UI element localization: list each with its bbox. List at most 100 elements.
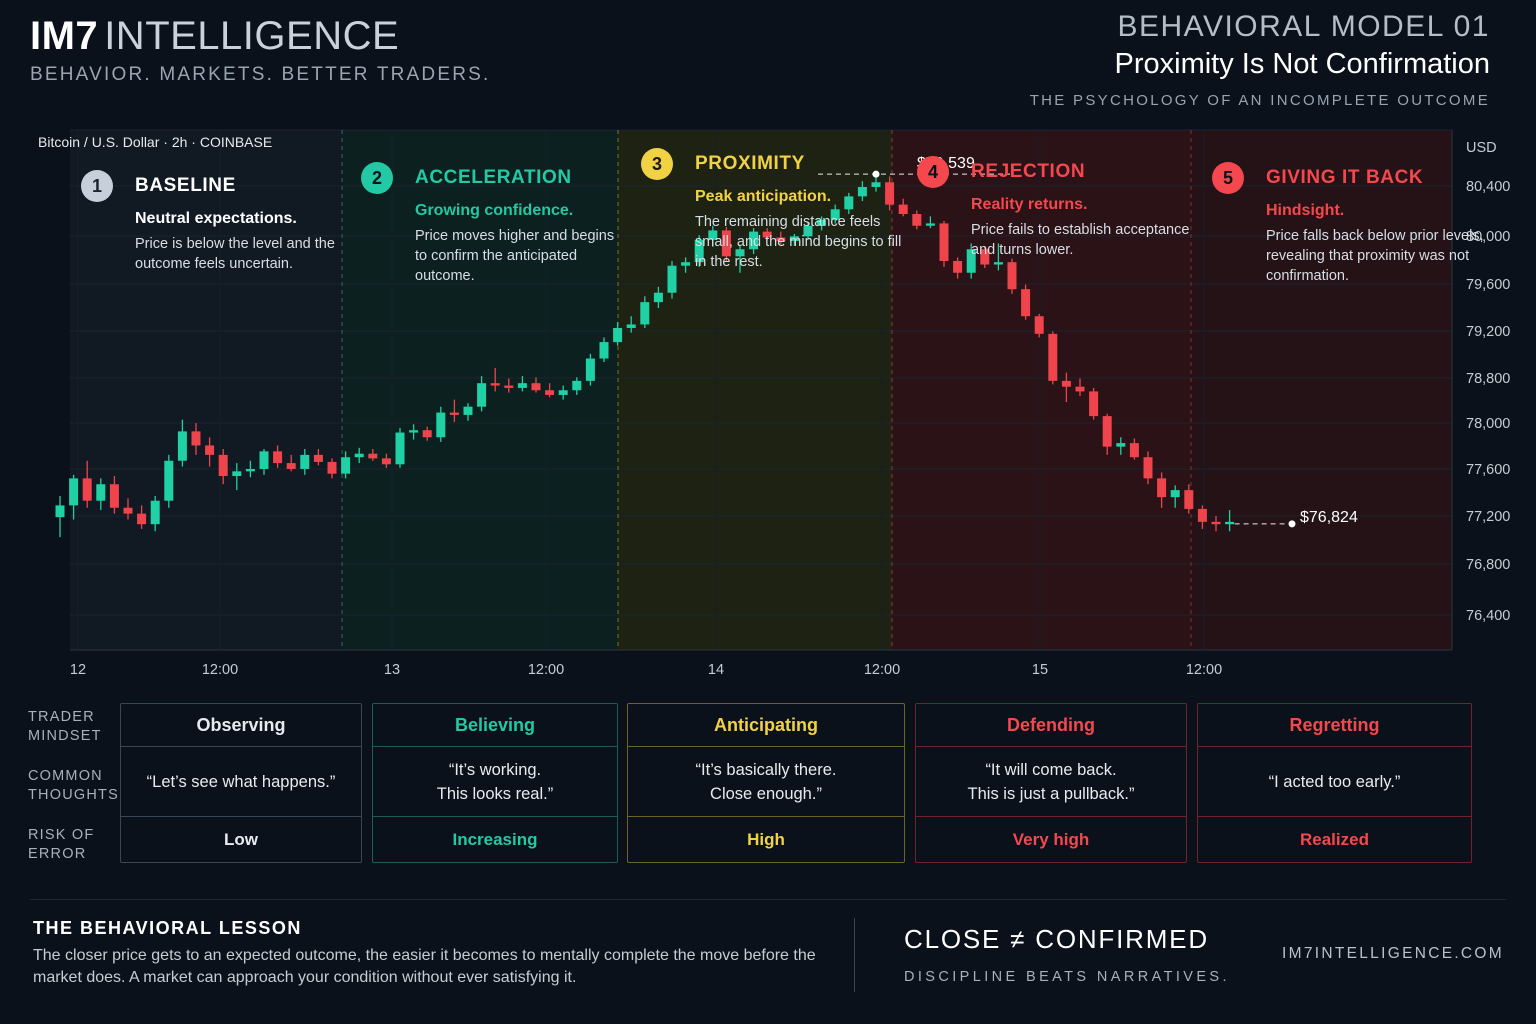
y-tick-label: 78,000 xyxy=(1466,416,1510,432)
candle-body xyxy=(96,484,106,501)
phase-head: 2 ACCELERATION xyxy=(361,162,615,194)
phase-zone-5 xyxy=(1191,130,1452,650)
phase-description: Price fails to establish acceptance and … xyxy=(971,222,1190,258)
x-tick-label: 12:00 xyxy=(202,662,238,678)
candle-body xyxy=(177,431,187,461)
candle-body xyxy=(123,507,133,514)
y-axis-currency: USD xyxy=(1466,140,1497,156)
phase-subtitle: Neutral expectations. xyxy=(135,210,297,227)
thought-cell: “It’s working. This looks real.” xyxy=(373,747,617,817)
row-label-thoughts: COMMON THOUGHTS xyxy=(28,767,118,805)
candle-body xyxy=(504,385,514,388)
candle-body xyxy=(803,225,813,237)
phase-number-badge: 1 xyxy=(81,170,113,202)
row-label-mindset: TRADER MINDSET xyxy=(28,708,118,746)
candle-body xyxy=(245,468,255,472)
y-tick-label: 77,600 xyxy=(1466,462,1510,478)
lesson-block: THE BEHAVIORAL LESSON The closer price g… xyxy=(33,918,823,989)
thought-cell: “I acted too early.” xyxy=(1198,747,1471,817)
phase-title: GIVING IT BACK xyxy=(1266,167,1424,188)
motto-subtitle: DISCIPLINE BEATS NARRATIVES. xyxy=(904,969,1230,985)
candle-body xyxy=(817,219,827,226)
candle-body xyxy=(69,478,79,506)
x-tick-label: 12:00 xyxy=(1186,662,1222,678)
candle-body xyxy=(354,453,364,458)
lesson-title: THE BEHAVIORAL LESSON xyxy=(33,918,302,938)
candle-body xyxy=(1211,521,1221,525)
mindset-cell: Regretting xyxy=(1198,704,1471,747)
mindset-cell: Believing xyxy=(373,704,617,747)
candle-body xyxy=(599,342,609,359)
phase-number-badge: 3 xyxy=(641,148,673,180)
candle-body xyxy=(966,249,976,273)
candle-body xyxy=(273,451,283,464)
candle-body xyxy=(286,463,296,469)
candle-body xyxy=(1157,478,1167,498)
candle-body xyxy=(300,454,310,469)
behavior-column-defending: Defending “It will come back. This is ju… xyxy=(915,703,1187,863)
candle-body xyxy=(721,230,731,257)
brand-name-bold: IM7 xyxy=(30,14,99,58)
mindset-cell: Defending xyxy=(916,704,1186,747)
x-tick-label: 12 xyxy=(70,662,86,678)
candle-body xyxy=(232,471,242,477)
candle-body xyxy=(205,445,215,455)
brand-name-light: INTELLIGENCE xyxy=(104,14,400,58)
footer-divider xyxy=(30,899,1506,900)
motto-block: CLOSE ≠ CONFIRMED DISCIPLINE BEATS NARRA… xyxy=(904,924,1230,985)
candle-body xyxy=(953,261,963,273)
phase-title: PROXIMITY xyxy=(695,153,805,174)
candle-body xyxy=(1184,490,1194,509)
risk-cell: Very high xyxy=(1012,830,1090,849)
phase-1: 1 BASELINE Neutral expectations. Price is b… xyxy=(81,170,365,274)
y-tick-label: 78,800 xyxy=(1466,371,1510,387)
candle-body xyxy=(653,292,663,303)
candle-body xyxy=(925,223,935,226)
candle-body xyxy=(830,209,840,220)
row-label-line: RISK OF xyxy=(28,827,95,843)
candle-body xyxy=(844,196,854,210)
candle-body xyxy=(885,182,895,205)
risk-cell: High xyxy=(747,830,785,849)
phase-number-badge: 4 xyxy=(917,156,949,188)
phase-zone-1 xyxy=(70,130,342,650)
candle-body xyxy=(1102,416,1112,447)
row-label-line: MINDSET xyxy=(28,728,102,744)
last-marker xyxy=(1288,520,1296,528)
phase-subtitle: Peak anticipation. xyxy=(695,188,832,205)
row-label-risk: RISK OF ERROR xyxy=(28,826,118,864)
phase-zone-3 xyxy=(618,130,892,650)
candle-body xyxy=(368,453,378,459)
candle-body xyxy=(1089,391,1099,417)
candle-body xyxy=(191,431,201,446)
phase-number-badge: 2 xyxy=(361,162,393,194)
thought-cell: “It’s basically there. Close enough.” xyxy=(628,747,904,817)
phase-description: Price is below the level and the outcome… xyxy=(135,236,335,272)
phase-head: 4 REJECTION xyxy=(917,156,1201,188)
phase-description: The remaining distance feels small, and … xyxy=(695,214,902,270)
candle-body xyxy=(490,383,500,386)
candle-body xyxy=(1075,386,1085,392)
candle-body xyxy=(789,236,799,242)
candle-body xyxy=(640,302,650,325)
candle-body xyxy=(1225,521,1235,525)
phase-subtitle: Reality returns. xyxy=(971,196,1088,213)
behavior-column-regretting: Regretting “I acted too early.” Realized xyxy=(1197,703,1472,863)
candle-body xyxy=(109,484,119,508)
candle-body xyxy=(708,230,718,240)
mindset-cell: Observing xyxy=(121,704,361,747)
phase-head: 1 BASELINE xyxy=(81,170,365,202)
x-tick-label: 14 xyxy=(708,662,724,678)
thought-cell: “Let’s see what happens.” xyxy=(121,747,361,817)
brand-title: IM7 INTELLIGENCE xyxy=(30,14,491,58)
candle-body xyxy=(313,454,323,462)
candle-body xyxy=(980,249,990,265)
risk-cell: Low xyxy=(224,830,258,849)
phase-head: 5 GIVING IT BACK xyxy=(1212,162,1486,194)
candle-body xyxy=(1197,508,1207,522)
x-tick-label: 15 xyxy=(1032,662,1048,678)
candle-body xyxy=(572,380,582,391)
website-link[interactable]: IM7INTELLIGENCE.COM xyxy=(1282,945,1504,962)
candle-body xyxy=(762,231,772,238)
candle-body xyxy=(1034,316,1044,334)
